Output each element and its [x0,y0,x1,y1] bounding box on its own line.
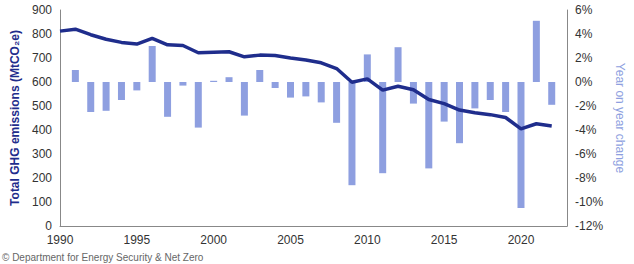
svg-text:2%: 2% [575,51,593,65]
svg-text:2000: 2000 [200,233,227,247]
svg-text:700: 700 [32,51,52,65]
svg-text:0%: 0% [575,75,593,89]
svg-text:Total GHG emissions (MtCO₂e): Total GHG emissions (MtCO₂e) [8,30,22,206]
svg-text:-2%: -2% [575,99,597,113]
svg-text:-12%: -12% [575,219,603,233]
svg-text:600: 600 [32,75,52,89]
svg-text:1990: 1990 [47,233,74,247]
svg-text:-10%: -10% [575,195,603,209]
svg-text:0: 0 [45,219,52,233]
svg-text:-6%: -6% [575,147,597,161]
svg-text:100: 100 [32,195,52,209]
svg-text:2020: 2020 [508,233,535,247]
svg-text:© Department for Energy Securi: © Department for Energy Security & Net Z… [2,252,204,263]
svg-text:Year on year change: Year on year change [613,63,627,174]
svg-text:300: 300 [32,147,52,161]
svg-text:500: 500 [32,99,52,113]
svg-text:400: 400 [32,123,52,137]
svg-text:200: 200 [32,171,52,185]
svg-text:2010: 2010 [354,233,381,247]
svg-text:800: 800 [32,27,52,41]
svg-text:-4%: -4% [575,123,597,137]
svg-text:4%: 4% [575,27,593,41]
svg-text:-8%: -8% [575,171,597,185]
svg-text:1995: 1995 [123,233,150,247]
svg-text:900: 900 [32,3,52,17]
svg-text:6%: 6% [575,3,593,17]
svg-text:2015: 2015 [431,233,458,247]
svg-text:2005: 2005 [277,233,304,247]
